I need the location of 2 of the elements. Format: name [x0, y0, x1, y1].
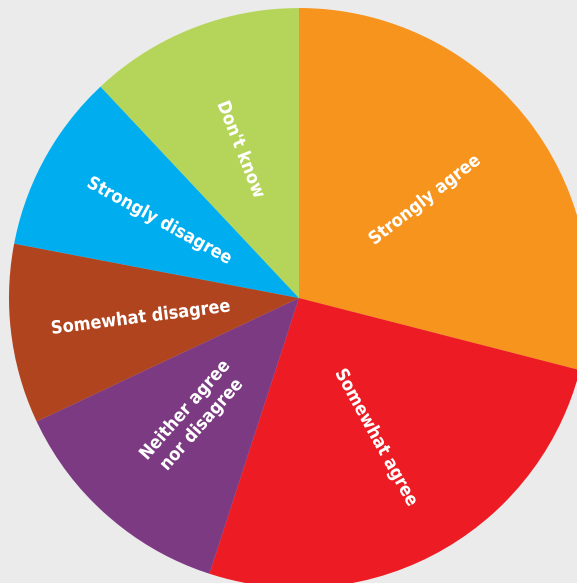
- slice-label: Don't know: [212, 98, 270, 202]
- slice-label: Somewhat disagree: [50, 295, 232, 339]
